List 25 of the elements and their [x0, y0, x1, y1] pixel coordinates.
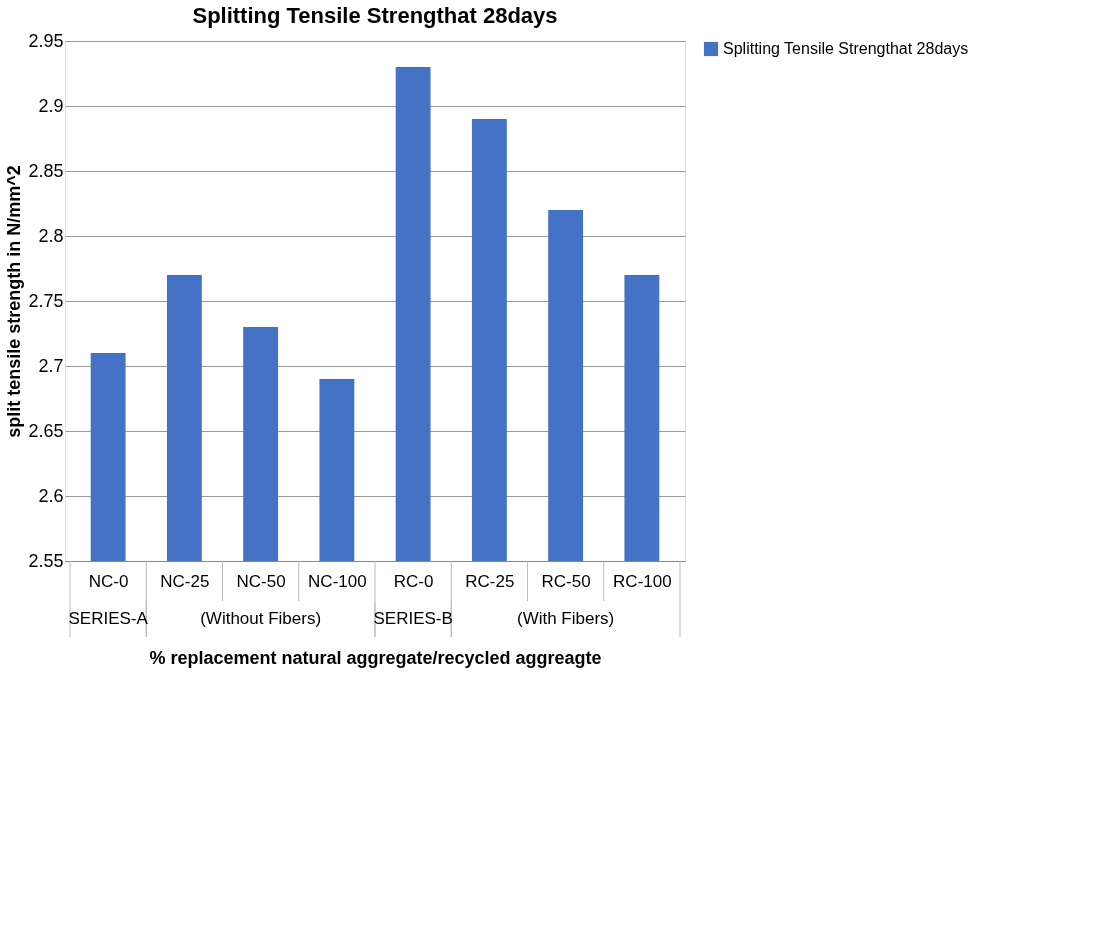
- text: (Without Fibers): [200, 609, 322, 628]
- y-tick-label: 2.85: [28, 160, 64, 181]
- y-tick-label: 2.55: [28, 550, 64, 571]
- y-tick-label: 2.9: [38, 95, 64, 116]
- text: SERIES-A: [68, 609, 149, 628]
- text: (With Fibers): [516, 609, 615, 628]
- x-tick-label: NC-50: [236, 571, 286, 591]
- x-tick-label: RC-100: [613, 571, 672, 591]
- x-tick-label: NC-0: [88, 571, 129, 591]
- y-tick-label: 2.75: [28, 290, 64, 311]
- x-tick-label: NC-25: [160, 571, 210, 591]
- text: SERIES-B: [373, 609, 453, 628]
- y-tick-label: 2.65: [28, 420, 64, 441]
- y-tick-label: 2.7: [38, 355, 64, 376]
- y-tick-label: 2.6: [38, 485, 64, 506]
- x-tick-label: RC-25: [465, 571, 515, 591]
- y-tick-label: 2.8: [38, 225, 64, 246]
- x-axis-title: % replacement natural aggregate/recycled aggreagte: [149, 647, 602, 668]
- x-tick-label: RC-50: [541, 571, 591, 591]
- y-tick-label: 2.95: [28, 30, 64, 51]
- chart-title: Splitting Tensile Strengthat 28days: [192, 3, 558, 28]
- x-tick-label: NC-100: [308, 571, 367, 591]
- legend-label: Splitting Tensile Strengthat 28days: [723, 40, 969, 57]
- y-axis-title: split tensile strength in N/mm^2: [4, 165, 25, 438]
- x-tick-label: RC-0: [393, 571, 434, 591]
